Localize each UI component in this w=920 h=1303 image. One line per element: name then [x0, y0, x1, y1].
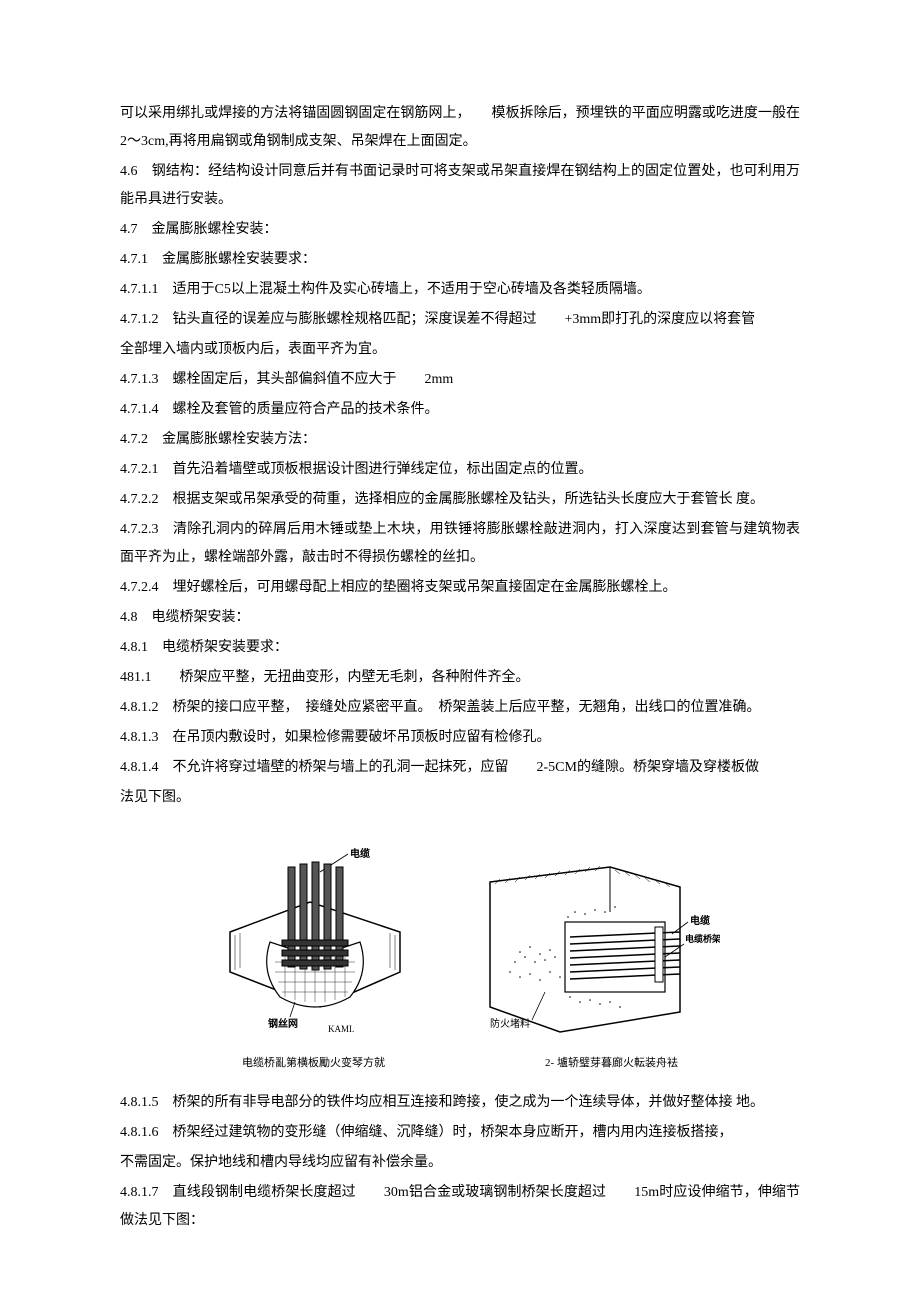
caption-row: 电缆桥亂第横板勵火变琴方就 2- 壚轿璧芽暮廊火転装舟袪 [120, 1052, 800, 1074]
fig1-label-kami: KAMI. [328, 1024, 354, 1034]
paragraph-4-7-2: 4.7.2 金属膨胀螺栓安装方法： [120, 426, 800, 454]
paragraph-4-7-2-2: 4.7.2.2 根据支架或吊架承受的荷重，选择相应的金属膨胀螺栓及钻头，所选钻头… [120, 486, 800, 514]
paragraph-481-1: 481.1 桥架应平整，无扭曲变形，内壁无毛刺，各种附件齐全。 [120, 664, 800, 692]
paragraph-4-8-1-4: 4.8.1.4 不允许将穿过墙壁的桥架与墙上的孔洞一起抹死，应留 2-5CM的缝… [120, 754, 800, 782]
paragraph-4-6: 4.6 钢结构：经结构设计同意后并有书面记录时可将支架或吊架直接焊在钢结构上的固… [120, 158, 800, 214]
paragraph-4-8-1-2: 4.8.1.2 桥架的接口应平整， 接缝处应紧密平直。 桥架盖装上后应平整，无翘… [120, 694, 800, 722]
figure-1-svg: 电缆 [200, 842, 420, 1042]
paragraph-4-7-2-3: 4.7.2.3 清除孔洞内的碎屑后用木锤或垫上木块，用铁锤将膨胀螺栓敲进洞内，打… [120, 516, 800, 572]
paragraph-4-8-1-4b: 法见下图。 [120, 784, 800, 812]
paragraph-4-7-1-4: 4.7.1.4 螺栓及套管的质量应符合产品的技术条件。 [120, 396, 800, 424]
paragraph: 可以采用绑扎或焊接的方法将锚固圆钢固定在钢筋网上， 模板拆除后，预埋铁的平面应明… [120, 100, 800, 156]
paragraph-4-7-1-3: 4.7.1.3 螺栓固定后，其头部偏斜值不应大于 2mm [120, 366, 800, 394]
fig1-label-cable: 电缆 [350, 847, 370, 860]
paragraph-4-7: 4.7 金属膨胀螺栓安装： [120, 216, 800, 244]
paragraph-4-8-1-6b: 不需固定。保护地线和槽内导线均应留有补偿余量。 [120, 1149, 800, 1177]
fig2-label-tray: 电缆桥架 [685, 933, 720, 944]
paragraph-4-7-2-4: 4.7.2.4 埋好螺栓后，可用螺母配上相应的垫圈将支架或吊架直接固定在金属膨胀… [120, 574, 800, 602]
paragraph-4-7-1-2: 4.7.1.2 钻头直径的误差应与膨胀螺栓规格匹配；深度误差不得超过 +3mm即… [120, 306, 800, 334]
paragraph-4-8-1-5: 4.8.1.5 桥架的所有非导电部分的铁件均应相互连接和跨接，使之成为一个连续导… [120, 1089, 800, 1117]
figure-2-svg: 电缆 电缆桥架 防火堵料 [460, 862, 720, 1042]
fig2-label-cable: 电缆 [690, 914, 710, 927]
paragraph-4-8-1-6: 4.8.1.6 桥架经过建筑物的变形缝（伸缩缝、沉降缝）时，桥架本身应断开，槽内… [120, 1119, 800, 1147]
figure-1-caption: 电缆桥亂第横板勵火变琴方就 [242, 1052, 385, 1074]
paragraph-4-7-1-2b: 全部埋入墙内或顶板内后，表面平齐为宜。 [120, 336, 800, 364]
figure-2-caption: 2- 壚轿璧芽暮廊火転装舟袪 [545, 1052, 678, 1074]
paragraph-4-8-1-3: 4.8.1.3 在吊顶内敷设时，如果检修需要破坏吊顶板时应留有检修孔。 [120, 724, 800, 752]
paragraph-4-7-2-1: 4.7.2.1 首先沿着墙壁或顶板根据设计图进行弹线定位，标出固定点的位置。 [120, 456, 800, 484]
figure-2: 电缆 电缆桥架 防火堵料 [460, 862, 720, 1042]
paragraph-4-8: 4.8 电缆桥架安装： [120, 604, 800, 632]
figure-row: 电缆 [120, 842, 800, 1042]
figure-1: 电缆 [200, 842, 420, 1042]
fig1-label-mesh: 钢丝网 [268, 1017, 298, 1030]
fig2-label-firestop: 防火堵料 [490, 1017, 530, 1030]
paragraph-4-7-1: 4.7.1 金属膨胀螺栓安装要求： [120, 246, 800, 274]
paragraph-4-8-1: 4.8.1 电缆桥架安装要求： [120, 634, 800, 662]
paragraph-4-8-1-7: 4.8.1.7 直线段钢制电缆桥架长度超过 30m铝合金或玻璃钢制桥架长度超过 … [120, 1179, 800, 1235]
paragraph-4-7-1-1: 4.7.1.1 适用于C5以上混凝土构件及实心砖墙上，不适用于空心砖墙及各类轻质… [120, 276, 800, 304]
